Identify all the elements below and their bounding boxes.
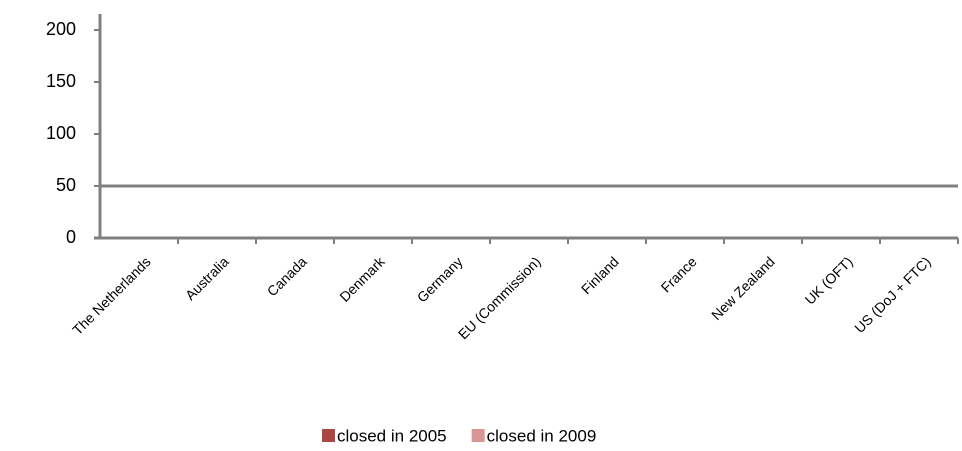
x-tick-label: US (DoJ + FTC) (851, 253, 934, 336)
y-tick-label: 0 (66, 227, 76, 247)
x-tick-label: The Netherlands (69, 253, 154, 338)
legend-label: closed in 2005 (337, 426, 447, 445)
legend-swatch (322, 429, 335, 442)
x-tick-label: New Zealand (708, 253, 778, 323)
x-tick-label: Australia (182, 253, 232, 303)
legend-label: closed in 2009 (487, 426, 597, 445)
x-tick-label: UK (OFT) (802, 253, 856, 307)
x-tick-label: EU (Commission) (455, 253, 544, 342)
x-tick-label: Denmark (336, 253, 388, 305)
y-tick-label: 200 (46, 19, 76, 39)
x-tick-label: France (658, 253, 700, 295)
x-tick-label: Finland (578, 253, 622, 297)
y-tick-label: 100 (46, 123, 76, 143)
x-tick-label: Germany (414, 253, 466, 305)
y-tick-label: 50 (56, 175, 76, 195)
y-tick-label: 150 (46, 71, 76, 91)
legend-swatch (471, 429, 485, 442)
x-tick-label: Canada (264, 253, 310, 299)
